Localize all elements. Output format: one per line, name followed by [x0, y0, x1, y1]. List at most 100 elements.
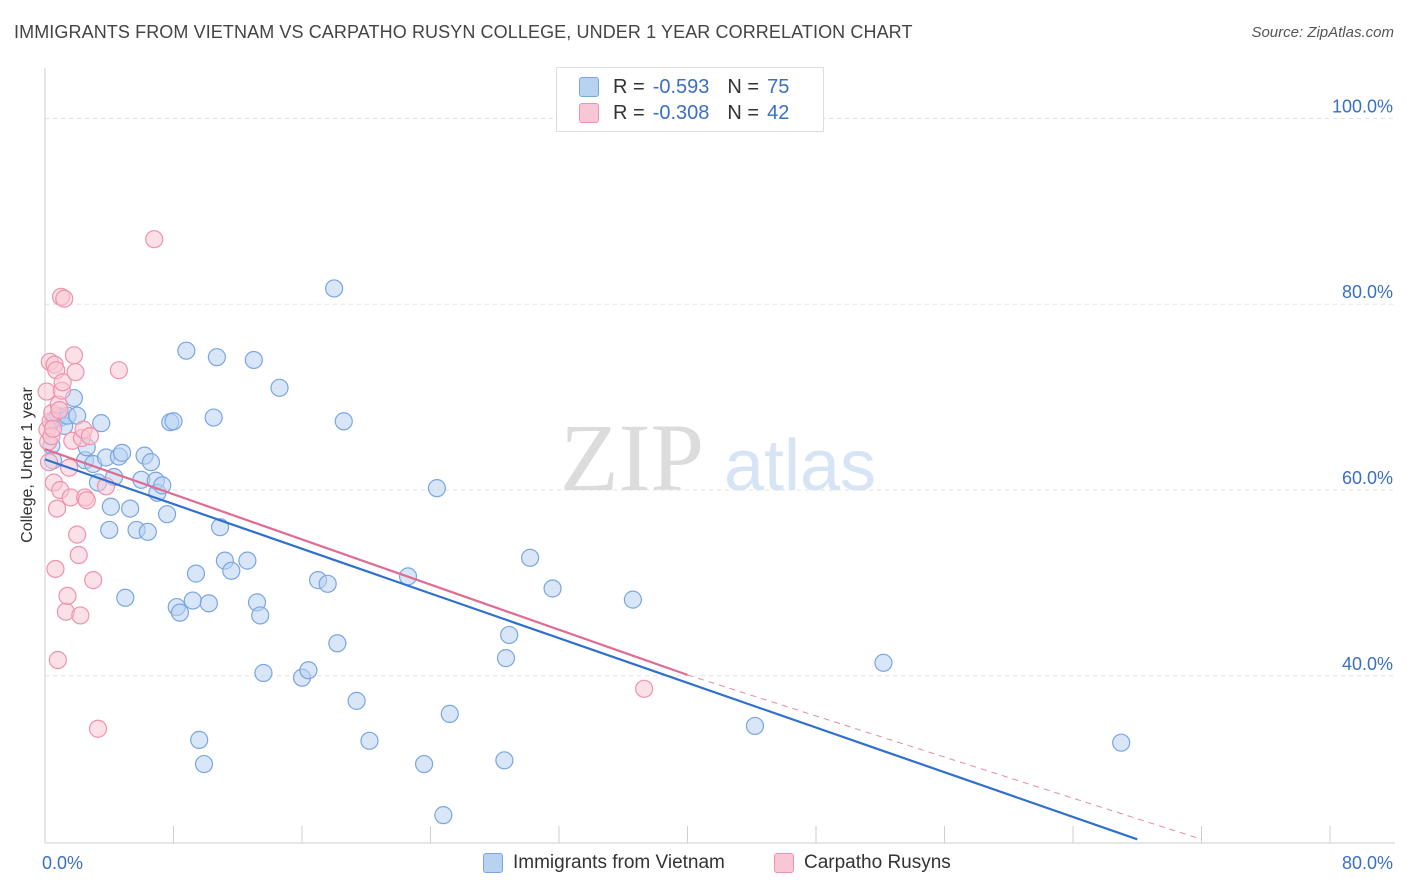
- data-point-blue: [190, 730, 209, 749]
- legend-n-value: 42: [767, 101, 790, 124]
- series-legend-rusyn: Carpatho Rusyns: [774, 852, 951, 874]
- data-point-blue: [414, 754, 434, 774]
- data-point-blue: [194, 754, 214, 774]
- data-point-blue: [874, 653, 893, 672]
- data-point-blue: [204, 408, 223, 427]
- data-point-blue: [92, 414, 111, 433]
- tick-labels: 40.0% 60.0% 80.0% 100.0% 0.0% 80.0%: [42, 96, 1393, 873]
- data-point-pink: [109, 361, 128, 380]
- data-point-pink: [55, 289, 74, 308]
- data-point-blue: [325, 279, 344, 298]
- watermark-zip: ZIP: [560, 404, 704, 511]
- data-point-blue: [745, 716, 765, 736]
- data-point-pink: [50, 401, 69, 420]
- data-point-blue: [360, 731, 379, 750]
- data-point-pink: [48, 650, 67, 670]
- chart-title: IMMIGRANTS FROM VIETNAM VS CARPATHO RUSY…: [14, 22, 913, 42]
- data-point-pink: [84, 571, 103, 590]
- data-point-pink: [53, 373, 72, 392]
- legend-swatch-blue: [579, 77, 599, 97]
- watermark-atlas: atlas: [724, 426, 876, 506]
- legend-swatch-pink: [579, 103, 599, 123]
- data-point-blue: [138, 522, 157, 541]
- data-point-blue: [543, 579, 562, 598]
- data-point-pink: [77, 491, 96, 510]
- data-point-pink: [88, 719, 108, 738]
- data-point-blue: [434, 806, 453, 825]
- data-point-pink: [46, 559, 65, 579]
- legend-r-label: R =: [613, 101, 645, 124]
- y-tick-label: 40.0%: [1342, 654, 1393, 674]
- trend-line-vietnam: [44, 458, 1138, 841]
- data-point-blue: [207, 348, 226, 367]
- legend-r-label: R =: [613, 75, 645, 98]
- data-point-blue: [112, 443, 132, 462]
- data-point-pink: [66, 362, 85, 382]
- data-point-pink: [47, 499, 67, 518]
- series-swatch-pink: [774, 853, 794, 873]
- legend-r-value: -0.308: [652, 101, 710, 124]
- data-point-blue: [299, 661, 318, 680]
- watermark: ZIP atlas: [560, 404, 876, 511]
- data-point-blue: [500, 625, 519, 645]
- series-swatch-blue: [483, 853, 503, 873]
- data-point-blue: [251, 606, 270, 625]
- legend-n-value: 75: [767, 75, 790, 98]
- data-point-pink: [64, 346, 84, 365]
- x-tick-label-max: 80.0%: [1342, 853, 1393, 873]
- data-point-pink: [37, 382, 56, 401]
- data-point-pink: [69, 545, 88, 565]
- data-point-blue: [186, 564, 206, 583]
- points-layer: [37, 230, 1131, 825]
- data-point-blue: [496, 649, 516, 668]
- legend-row-vietnam: R = -0.593 N = 75: [579, 75, 789, 99]
- data-point-pink: [43, 419, 63, 438]
- legend-row-rusyn: R = -0.308 N = 42: [579, 101, 789, 125]
- grid-layer: [45, 117, 1395, 677]
- data-point-blue: [318, 574, 337, 593]
- x-tick-label-min: 0.0%: [42, 853, 83, 873]
- data-point-blue: [270, 378, 289, 397]
- data-point-blue: [141, 453, 161, 472]
- data-point-blue: [116, 588, 135, 607]
- series-name-vietnam: Immigrants from Vietnam: [513, 852, 725, 873]
- legend-n-label: N =: [727, 75, 760, 98]
- legend-r-value: -0.593: [652, 75, 710, 98]
- data-point-blue: [170, 603, 190, 622]
- data-point-blue: [121, 499, 140, 518]
- trend-line-rusyn-extension: [687, 674, 1202, 840]
- data-point-blue: [1112, 733, 1131, 752]
- data-point-blue: [254, 663, 273, 683]
- data-point-blue: [623, 590, 642, 609]
- data-point-blue: [183, 591, 202, 610]
- data-point-blue: [520, 548, 540, 567]
- y-tick-label: 100.0%: [1332, 96, 1393, 116]
- data-point-blue: [164, 412, 183, 431]
- data-point-blue: [199, 594, 218, 613]
- data-point-blue: [347, 691, 366, 710]
- data-point-blue: [328, 634, 347, 653]
- data-point-blue: [210, 518, 230, 537]
- data-point-blue: [334, 412, 353, 431]
- trend-layer: [44, 448, 1202, 841]
- data-point-pink: [71, 606, 90, 625]
- data-point-pink: [80, 427, 100, 446]
- data-point-pink: [145, 230, 164, 249]
- data-point-blue: [101, 497, 120, 516]
- trend-line-rusyn: [44, 448, 688, 676]
- series-name-rusyn: Carpatho Rusyns: [804, 852, 951, 873]
- data-point-pink: [39, 453, 59, 472]
- y-tick-label: 80.0%: [1342, 282, 1393, 302]
- data-point-blue: [440, 704, 459, 723]
- data-point-blue: [427, 479, 447, 498]
- source-label: Source: ZipAtlas.com: [1251, 24, 1394, 41]
- data-point-blue: [244, 350, 263, 370]
- correlation-legend: R = -0.593 N = 75 R = -0.308 N = 42: [556, 67, 824, 132]
- y-tick-label: 60.0%: [1342, 468, 1393, 488]
- data-point-blue: [100, 520, 119, 540]
- data-point-blue: [222, 561, 241, 580]
- data-point-blue: [157, 505, 177, 524]
- data-point-pink: [58, 586, 77, 606]
- data-point-blue: [495, 751, 514, 770]
